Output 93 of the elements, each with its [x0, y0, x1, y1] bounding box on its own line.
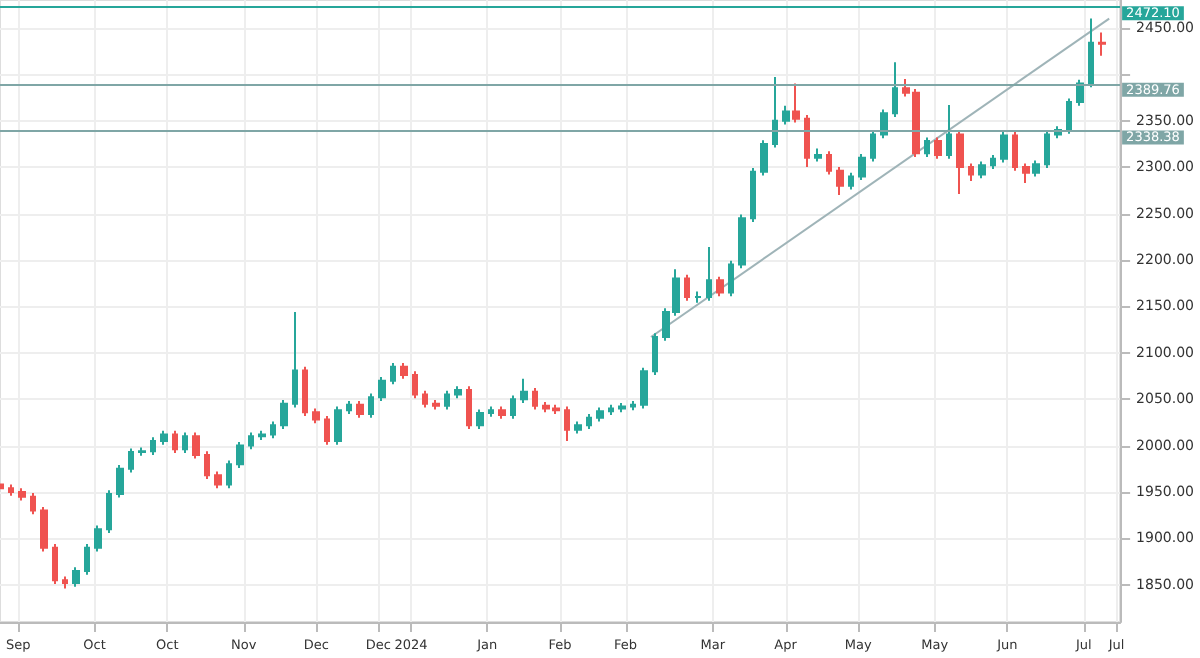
candlestick [934, 136, 942, 160]
candlestick [454, 385, 462, 400]
candlestick [94, 524, 102, 553]
candlestick [978, 160, 986, 180]
candlestick [892, 61, 898, 118]
candlestick [280, 399, 288, 430]
candlestick [1098, 31, 1106, 57]
candlestick [400, 361, 408, 380]
candlestick [302, 365, 308, 417]
candlestick [226, 459, 232, 490]
candlestick [1000, 130, 1008, 164]
candlestick [782, 104, 790, 126]
candlestick [1022, 162, 1030, 184]
candlestick [52, 543, 58, 585]
candlestick [334, 405, 342, 446]
candlestick [292, 310, 298, 409]
candlestick [248, 431, 254, 451]
candlestick [510, 394, 516, 420]
candlestick [630, 400, 636, 412]
candlestick [694, 290, 702, 304]
candlestick [160, 429, 168, 446]
candlestick [716, 275, 724, 298]
candlestick [826, 150, 832, 176]
candlestick [684, 273, 690, 302]
candlestick [792, 82, 800, 124]
candlestick [182, 431, 188, 455]
candlestick [368, 392, 374, 419]
candlestick [924, 136, 930, 158]
candlestick [608, 403, 614, 416]
candlestick [204, 450, 210, 481]
candlestick [738, 213, 746, 270]
candlestick [128, 447, 134, 474]
candlestick [804, 114, 810, 169]
candlestick [8, 483, 14, 497]
candlestick [1032, 159, 1040, 178]
candlestick [520, 377, 528, 404]
candlestick [138, 446, 146, 457]
candlestick [390, 361, 396, 386]
candlestick [586, 413, 592, 430]
candlestick [214, 470, 222, 490]
candlestick [466, 385, 472, 430]
candlestick [378, 375, 386, 403]
candlestick [564, 405, 570, 442]
candlestick [532, 387, 538, 411]
candlestick [412, 370, 418, 400]
candlestick [116, 464, 124, 499]
candlestick [640, 366, 648, 410]
candlestick [1044, 129, 1050, 170]
candlestick [750, 167, 756, 223]
candlestick [1012, 130, 1018, 172]
candlestick [356, 400, 364, 419]
candlestick [258, 429, 266, 442]
candlestick [836, 166, 844, 196]
candlestick [150, 436, 156, 456]
candlestick [346, 400, 352, 416]
candlestick [848, 171, 854, 191]
candlestick [1066, 97, 1072, 135]
candlestick [574, 420, 582, 435]
candlestick [946, 103, 952, 160]
candlestick [312, 407, 320, 425]
candlestick [880, 108, 888, 140]
candlestick [870, 129, 876, 163]
candlestick [476, 408, 484, 430]
candlestick [488, 405, 494, 418]
candlestick [432, 399, 440, 411]
candlestick [814, 147, 822, 163]
candlestick [968, 162, 974, 183]
candlestick [192, 431, 200, 460]
candlestick [444, 389, 450, 411]
candlestick [858, 153, 866, 182]
candlestick [84, 543, 90, 576]
candlestick [1088, 17, 1094, 89]
candlestick [30, 491, 36, 516]
candlestick [40, 505, 48, 553]
candlestick [652, 332, 658, 377]
candlestick [728, 259, 734, 298]
candlestick [72, 566, 80, 588]
candlestick [236, 440, 244, 469]
candlestick [618, 401, 626, 414]
candlestick [956, 129, 964, 196]
candlestick [324, 414, 330, 446]
candlestick [498, 405, 506, 420]
candlestick [760, 139, 768, 177]
candlestick [270, 420, 276, 440]
candlestick [772, 76, 778, 149]
candlestick [422, 389, 428, 409]
candlestick [706, 245, 712, 302]
candlestick [596, 406, 604, 423]
candlestick [990, 154, 996, 170]
candlestick [172, 429, 178, 455]
candlestick [18, 487, 26, 502]
candlestick [106, 489, 112, 534]
candlestick [62, 575, 68, 590]
